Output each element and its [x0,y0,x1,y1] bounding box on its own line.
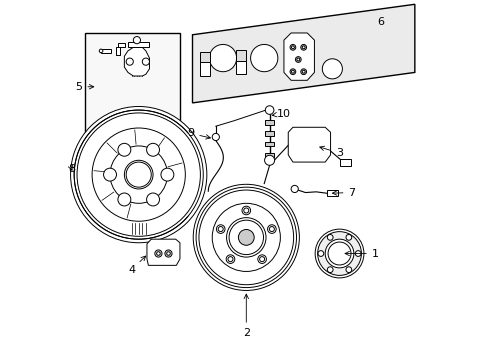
Circle shape [155,250,162,257]
Circle shape [161,168,174,181]
Circle shape [103,168,116,181]
Circle shape [250,44,277,72]
Circle shape [133,37,140,44]
Circle shape [257,255,266,264]
Circle shape [355,251,360,256]
Bar [265,153,273,157]
Circle shape [322,59,342,79]
Bar [199,53,209,76]
Text: 9: 9 [187,129,210,139]
Circle shape [126,58,133,65]
Circle shape [164,250,172,257]
Circle shape [142,58,149,65]
Circle shape [291,70,294,73]
Circle shape [289,44,295,50]
Circle shape [317,231,361,275]
Circle shape [166,252,170,255]
Text: 5: 5 [75,82,94,92]
Bar [265,131,273,135]
Circle shape [302,70,305,73]
Circle shape [346,267,351,273]
Bar [85,33,180,140]
Text: 6: 6 [376,17,384,27]
Bar [265,121,273,125]
Text: 3: 3 [319,146,342,158]
Circle shape [300,44,306,50]
Circle shape [124,160,153,189]
Circle shape [70,107,206,243]
Circle shape [209,44,236,72]
Text: 8: 8 [68,164,75,174]
Ellipse shape [99,49,102,53]
Circle shape [326,267,332,273]
Circle shape [314,229,363,278]
Text: 7: 7 [332,188,355,198]
Circle shape [317,251,323,256]
Polygon shape [287,127,330,162]
Circle shape [326,234,332,240]
Bar [265,142,273,146]
Circle shape [238,229,254,245]
Circle shape [226,255,234,264]
Bar [339,159,350,166]
Text: 10: 10 [272,109,290,119]
Text: 1: 1 [345,248,378,258]
Bar [101,49,111,53]
Bar [128,42,149,47]
Circle shape [291,46,294,49]
Circle shape [300,69,306,75]
Bar [118,43,125,47]
Circle shape [265,106,273,114]
Circle shape [118,143,131,156]
Bar [199,51,209,62]
Circle shape [193,184,299,291]
Circle shape [296,58,299,61]
Circle shape [290,185,298,193]
Polygon shape [192,4,414,103]
Polygon shape [124,47,149,76]
Circle shape [325,239,353,268]
Circle shape [156,252,160,255]
Bar [235,51,245,74]
Bar [116,47,120,55]
Polygon shape [147,239,180,265]
Circle shape [226,218,265,257]
Circle shape [242,206,250,215]
Circle shape [346,234,351,240]
Circle shape [267,225,276,233]
Circle shape [146,193,159,206]
Circle shape [302,46,305,49]
Circle shape [264,155,274,165]
Text: 4: 4 [128,256,145,275]
Circle shape [295,57,301,62]
Circle shape [212,134,219,140]
Bar [235,50,245,60]
Circle shape [146,143,159,156]
Bar [326,190,337,196]
Text: 2: 2 [242,294,249,338]
Circle shape [118,193,131,206]
Circle shape [289,69,295,75]
Polygon shape [284,33,314,80]
Circle shape [216,225,224,233]
